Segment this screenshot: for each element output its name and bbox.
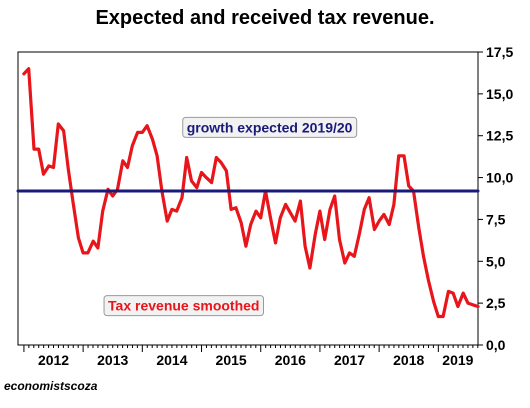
annotation-box	[182, 116, 358, 138]
x-tick-label: 2017	[334, 352, 365, 368]
x-tick-label: 2014	[156, 352, 187, 368]
annotation-growth-expected: growth expected 2019/20	[182, 116, 358, 138]
annotation-tax-revenue: Tax revenue smoothed	[103, 295, 264, 317]
y-tick-label: 10,0	[486, 170, 513, 186]
y-tick-label: 5,0	[486, 253, 506, 269]
x-tick-label: 2012	[38, 352, 69, 368]
x-tick-label: 2013	[97, 352, 128, 368]
annotation-box	[103, 295, 264, 317]
series-line-tax-revenue	[22, 67, 480, 319]
x-tick-label: 2016	[275, 352, 306, 368]
y-tick-label: 7,5	[486, 211, 506, 227]
y-tick-label: 15,0	[486, 86, 513, 102]
y-tick-label: 2,5	[486, 295, 506, 311]
x-tick-label: 2015	[216, 352, 247, 368]
chart-annotations: growth expected 2019/20 Tax revenue smoot…	[103, 116, 358, 317]
annotation-label: growth expected 2019/20	[187, 119, 353, 135]
y-tick-label: 12,5	[486, 128, 513, 144]
annotation-label: Tax revenue smoothed	[108, 298, 259, 314]
plot-frame	[17, 51, 479, 346]
chart-title: Expected and received tax revenue.	[95, 7, 435, 29]
chart-series	[16, 67, 480, 319]
chart-axes: 0,0 2,5 5,0 7,5 10,0 12,5 15,0 17,5 2012 2013 2014…	[17, 44, 513, 368]
x-tick-label: 2019	[442, 352, 473, 368]
source-label: economistscoza	[4, 379, 98, 393]
x-tick-label: 2018	[393, 352, 424, 368]
y-tick-label: 0,0	[486, 337, 506, 353]
y-tick-label: 17,5	[486, 44, 513, 60]
